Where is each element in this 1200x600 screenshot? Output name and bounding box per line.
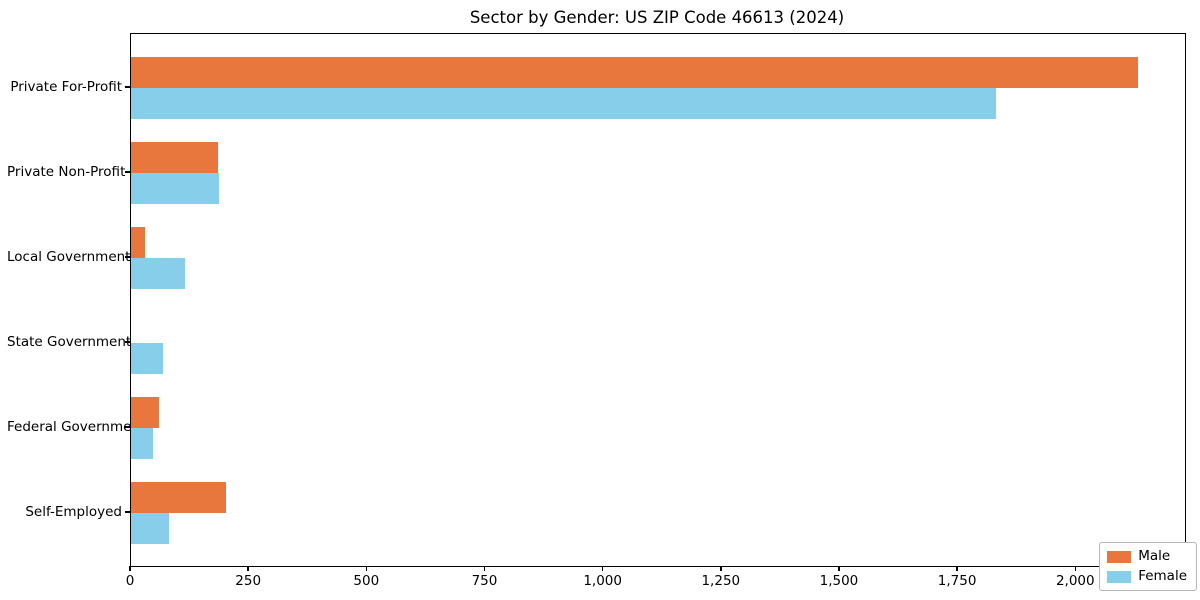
legend-entry-male: Male (1107, 549, 1187, 564)
y-label-self-employed: Self-Employed (25, 504, 122, 520)
y-tick-mark (125, 256, 130, 258)
legend-label-male: Male (1138, 548, 1171, 564)
x-tick-label-250: 250 (235, 573, 262, 589)
y-label-federal-government: Federal Government (7, 419, 146, 435)
legend-entry-female: Female (1107, 569, 1187, 584)
x-tick-label-1500: 1,500 (819, 573, 859, 589)
bar-female-private-for-profit (131, 88, 996, 119)
y-label-state-government: State Government (7, 334, 132, 350)
chart-title: Sector by Gender: US ZIP Code 46613 (202… (469, 8, 845, 27)
legend-label-female: Female (1138, 568, 1187, 584)
legend-swatch-male (1107, 550, 1132, 563)
legend: Male Female (1099, 542, 1197, 591)
x-tick-label-750: 750 (471, 573, 498, 589)
x-tick-label-2000: 2,000 (1055, 573, 1095, 589)
x-tick-label-1250: 1,250 (701, 573, 741, 589)
x-tick-label-1750: 1,750 (937, 573, 977, 589)
y-label-private-non-profit: Private Non-Profit (7, 164, 126, 180)
x-tick-label-500: 500 (353, 573, 380, 589)
bar-female-federal-government (131, 428, 153, 459)
x-tick-mark (1074, 566, 1077, 571)
y-tick-mark (125, 341, 130, 343)
bar-female-private-non-profit (131, 173, 220, 204)
x-tick-mark (956, 566, 958, 571)
legend-swatch-female (1107, 570, 1132, 583)
bar-male-private-for-profit (131, 57, 1138, 88)
x-tick-label-1000: 1,000 (583, 573, 622, 589)
x-tick-mark (483, 566, 486, 571)
x-tick-mark (838, 566, 840, 571)
x-tick-mark (365, 566, 368, 571)
bar-male-self-employed (131, 482, 226, 513)
x-tick-label-0: 0 (125, 573, 135, 589)
bar-male-federal-government (131, 397, 160, 428)
y-tick-mark (125, 426, 130, 428)
bar-female-local-government (131, 258, 185, 289)
bar-male-private-non-profit (131, 142, 219, 173)
plot-area (130, 33, 1186, 567)
bar-male-local-government (131, 227, 146, 258)
y-tick-mark (125, 86, 130, 88)
y-label-local-government: Local Government (7, 249, 131, 265)
y-tick-mark (125, 171, 130, 173)
x-tick-mark (129, 566, 131, 571)
bar-female-self-employed (131, 513, 169, 544)
y-tick-mark (125, 511, 130, 513)
x-tick-mark (601, 566, 604, 571)
x-tick-mark (720, 566, 722, 571)
x-tick-mark (247, 566, 249, 571)
bar-female-state-government (131, 343, 164, 374)
y-label-private-for-profit: Private For-Profit (10, 79, 122, 95)
